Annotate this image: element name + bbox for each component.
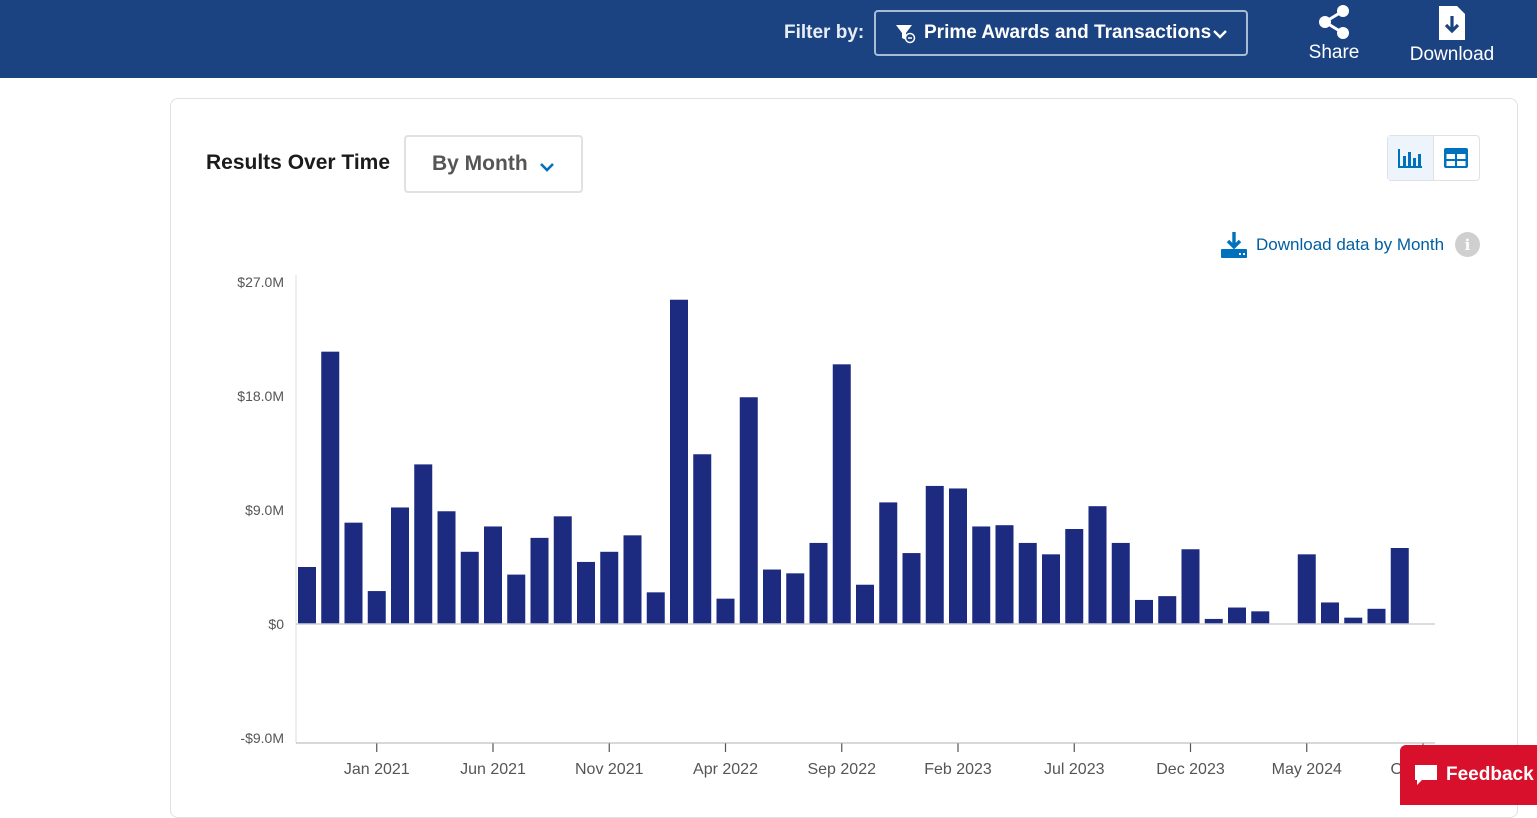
- x-tick-label: May 2024: [1272, 761, 1342, 778]
- period-value: By Month: [432, 152, 528, 175]
- bar[interactable]: [1344, 617, 1363, 624]
- bar[interactable]: [716, 598, 735, 624]
- y-tick-label: $9.0M: [245, 502, 284, 518]
- x-tick-label: Jul 2023: [1044, 761, 1105, 778]
- bar[interactable]: [1042, 554, 1060, 624]
- x-tick-label: Nov 2021: [575, 761, 644, 778]
- x-tick-label: Jan 2021: [344, 761, 410, 778]
- view-toggle: [1387, 135, 1480, 181]
- bar[interactable]: [1111, 542, 1130, 624]
- bar[interactable]: [577, 561, 595, 624]
- table-icon: [1444, 148, 1469, 168]
- y-tick-label: $0: [268, 616, 284, 632]
- bar[interactable]: [739, 397, 758, 624]
- filter-label: Filter by:: [784, 22, 865, 43]
- bar[interactable]: [414, 464, 433, 624]
- bar[interactable]: [1390, 548, 1409, 624]
- feedback-label: Feedback: [1446, 764, 1534, 785]
- bar[interactable]: [367, 591, 386, 624]
- share-label: Share: [1308, 42, 1360, 63]
- bar[interactable]: [298, 567, 316, 624]
- bar[interactable]: [507, 574, 526, 624]
- bar[interactable]: [484, 526, 502, 624]
- bar[interactable]: [1228, 607, 1246, 624]
- bar[interactable]: [809, 542, 828, 624]
- bar[interactable]: [391, 507, 409, 624]
- feedback-button[interactable]: Feedback: [1400, 745, 1537, 805]
- bar[interactable]: [786, 573, 805, 624]
- bar[interactable]: [1251, 611, 1270, 624]
- bar[interactable]: [1367, 608, 1386, 624]
- bar[interactable]: [1204, 618, 1223, 624]
- download-label: Download: [1409, 44, 1495, 65]
- share-button[interactable]: Share: [1302, 4, 1366, 64]
- y-tick-label: -$9.0M: [240, 730, 284, 746]
- bar[interactable]: [600, 551, 619, 624]
- y-tick-label: $18.0M: [237, 388, 284, 404]
- bar[interactable]: [1088, 506, 1107, 624]
- bar[interactable]: [1321, 602, 1339, 624]
- download-data-label: Download data by Month: [1256, 235, 1445, 254]
- download-tray-icon: [1221, 232, 1247, 258]
- chevron-down-icon: [540, 163, 554, 172]
- bar[interactable]: [995, 525, 1014, 624]
- filter-dropdown[interactable]: Prime Awards and Transactions: [874, 10, 1248, 56]
- y-tick-label: $27.0M: [237, 274, 284, 290]
- bar[interactable]: [623, 535, 642, 624]
- filter-funnel-icon: [896, 25, 916, 44]
- bar[interactable]: [1065, 529, 1084, 624]
- x-tick-label: Dec 2023: [1156, 761, 1225, 778]
- panel-title: Results Over Time: [206, 151, 391, 174]
- bar[interactable]: [856, 584, 874, 624]
- bar[interactable]: [763, 569, 781, 624]
- bar[interactable]: [902, 553, 921, 624]
- bar[interactable]: [1158, 596, 1177, 624]
- filter-value: Prime Awards and Transactions: [924, 22, 1212, 43]
- bar[interactable]: [321, 351, 340, 624]
- chat-bubble-icon: [1415, 765, 1437, 785]
- share-icon: [1319, 5, 1349, 39]
- bar[interactable]: [646, 592, 665, 624]
- bar[interactable]: [553, 516, 572, 624]
- bar[interactable]: [530, 537, 549, 624]
- bar[interactable]: [925, 485, 944, 624]
- x-tick-label: Jun 2021: [460, 761, 526, 778]
- bar[interactable]: [1135, 599, 1153, 624]
- bar[interactable]: [832, 364, 851, 624]
- bar[interactable]: [670, 299, 688, 624]
- chart-view-button[interactable]: [1388, 136, 1434, 180]
- file-download-icon: [1439, 6, 1465, 40]
- bar[interactable]: [344, 522, 363, 624]
- download-button[interactable]: Download: [1402, 4, 1502, 66]
- bar[interactable]: [879, 502, 898, 624]
- bar[interactable]: [1297, 554, 1316, 624]
- table-view-button[interactable]: [1434, 136, 1480, 180]
- x-tick-label: Feb 2023: [924, 761, 992, 778]
- bar[interactable]: [949, 488, 967, 624]
- bar[interactable]: [460, 551, 479, 624]
- bar[interactable]: [1181, 549, 1200, 624]
- bar[interactable]: [437, 511, 456, 624]
- bar-chart-icon: [1398, 149, 1423, 168]
- top-toolbar: Filter by: Prime Awards and Transactions…: [0, 0, 1537, 78]
- results-bar-chart: $27.0M $18.0M $9.0M $0 -$9.0M Jan 2021 Jun 20…: [237, 274, 1455, 778]
- bar[interactable]: [972, 526, 991, 624]
- x-tick-label: Apr 2022: [693, 761, 758, 778]
- period-dropdown[interactable]: By Month: [404, 135, 583, 193]
- x-tick-label: Sep 2022: [807, 761, 876, 778]
- bar[interactable]: [1018, 542, 1037, 624]
- bar[interactable]: [693, 454, 712, 624]
- download-data-link[interactable]: Download data by Month: [1220, 231, 1444, 259]
- chevron-down-icon: [1213, 30, 1227, 39]
- info-icon[interactable]: i: [1455, 232, 1480, 257]
